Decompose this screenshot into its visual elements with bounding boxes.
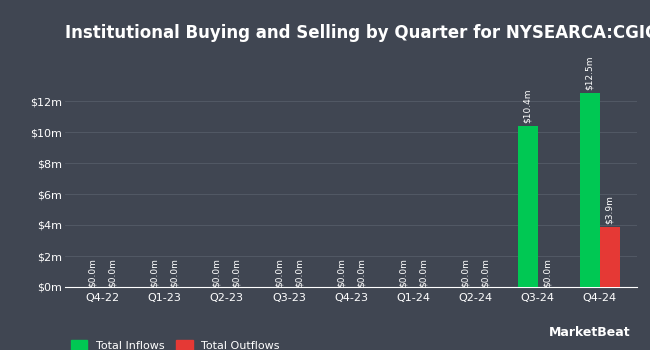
- Bar: [517, 126, 538, 287]
- Bar: [600, 226, 619, 287]
- Text: $0.0m: $0.0m: [150, 258, 159, 287]
- Text: $0.0m: $0.0m: [88, 258, 97, 287]
- Text: $0.0m: $0.0m: [461, 258, 470, 287]
- Text: $0.0m: $0.0m: [274, 258, 283, 287]
- Text: MarketBeat: MarketBeat: [549, 327, 630, 340]
- Text: Institutional Buying and Selling by Quarter for NYSEARCA:CGIC: Institutional Buying and Selling by Quar…: [65, 25, 650, 42]
- Text: $0.0m: $0.0m: [398, 258, 408, 287]
- Text: $12.5m: $12.5m: [585, 56, 594, 90]
- Bar: [580, 93, 600, 287]
- Text: $0.0m: $0.0m: [543, 258, 552, 287]
- Text: $0.0m: $0.0m: [419, 258, 428, 287]
- Text: $0.0m: $0.0m: [212, 258, 221, 287]
- Text: $10.4m: $10.4m: [523, 89, 532, 123]
- Text: $0.0m: $0.0m: [356, 258, 365, 287]
- Text: $0.0m: $0.0m: [481, 258, 490, 287]
- Text: $0.0m: $0.0m: [337, 258, 346, 287]
- Text: $0.0m: $0.0m: [294, 258, 304, 287]
- Text: $0.0m: $0.0m: [232, 258, 241, 287]
- Text: $0.0m: $0.0m: [170, 258, 179, 287]
- Text: $3.9m: $3.9m: [605, 195, 614, 224]
- Text: $0.0m: $0.0m: [108, 258, 117, 287]
- Legend: Total Inflows, Total Outflows: Total Inflows, Total Outflows: [71, 340, 280, 350]
